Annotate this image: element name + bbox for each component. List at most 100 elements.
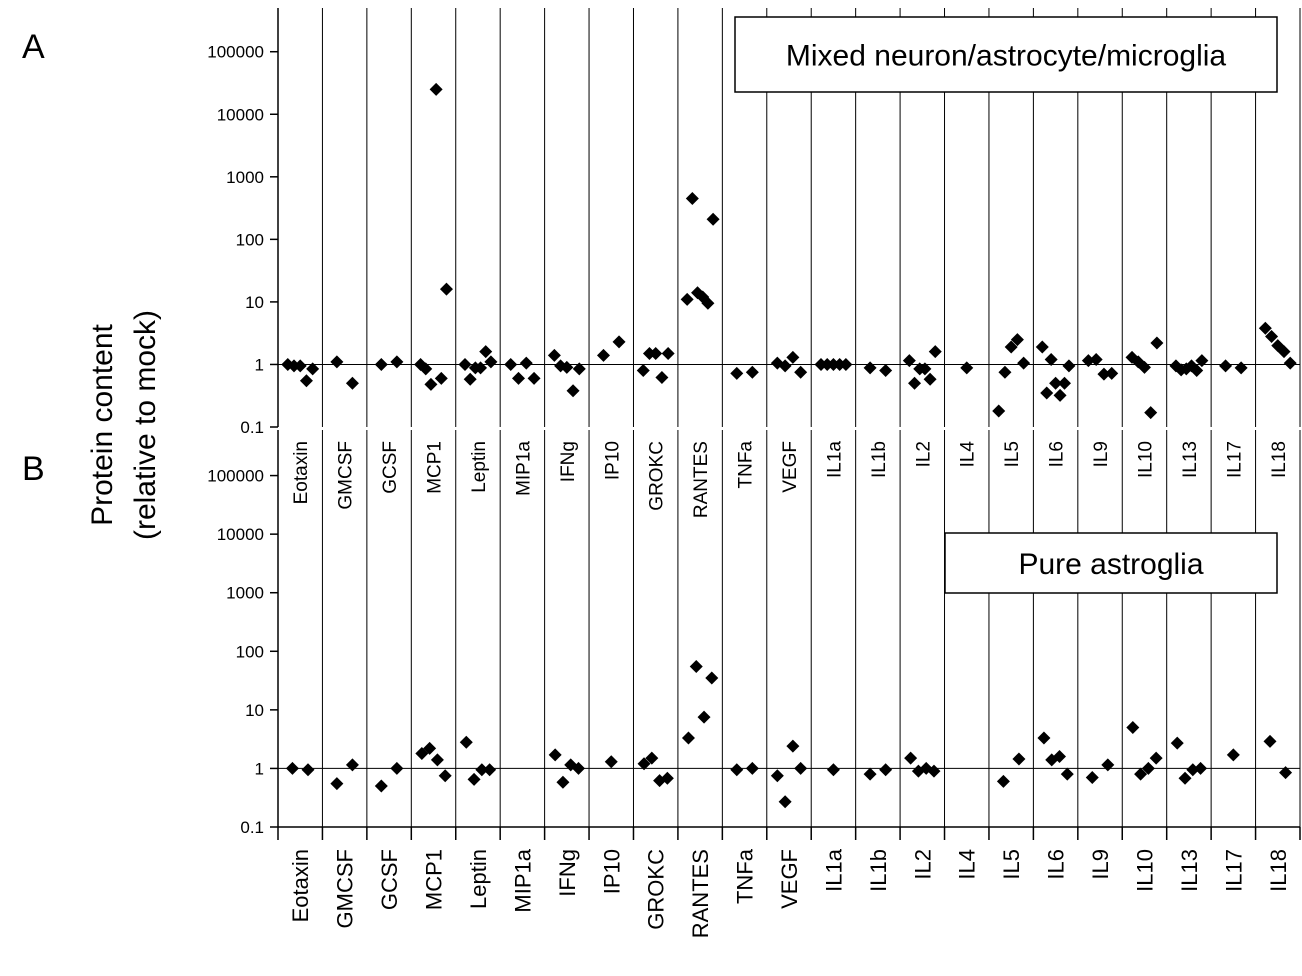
data-point [778,795,792,809]
x-tick-label: GMCSF [333,849,358,928]
data-point [1283,356,1297,370]
data-point [1150,336,1164,350]
data-point [519,356,533,370]
y-tick-label: 10 [245,701,264,720]
x-tick-label: IL17 [1221,849,1246,892]
data-point [697,710,711,724]
data-point [330,355,344,369]
panel-label: B [22,450,45,488]
box-label: Pure astroglia [1018,548,1203,581]
data-point [504,357,518,371]
legend-box [734,16,1278,93]
data-point [1035,340,1049,354]
x-tick-label: GCSF [377,849,402,910]
category-label: IFNg [558,441,579,482]
x-tick-label: IL18 [1266,849,1291,892]
data-point [571,761,585,775]
data-point [596,348,610,362]
data-point [730,366,744,380]
data-point [429,82,443,96]
data-point [992,404,1006,418]
data-point [786,739,800,753]
data-point [1057,376,1071,390]
data-point [430,753,444,767]
data-point [556,775,570,789]
data-point [1137,360,1151,374]
data-point [1126,720,1140,734]
data-point [330,777,344,791]
category-label: Leptin [469,441,490,493]
y-tick-label: 100000 [207,43,264,62]
data-point [1170,736,1184,750]
category-label: IL9 [1091,441,1112,467]
data-point [681,731,695,745]
x-tick-label: Leptin [466,849,491,909]
y-tick-label: 10000 [217,525,264,544]
data-point [299,374,313,388]
data-point [778,359,792,373]
category-label: GROKC [647,441,668,511]
data-point [661,346,675,360]
data-point [293,359,307,373]
data-point [439,282,453,296]
y-tick-label: 100000 [207,467,264,486]
y-tick-label: 1 [255,759,264,778]
data-point [960,361,974,375]
data-point [1258,321,1272,335]
data-point [1044,353,1058,367]
data-point [1219,359,1233,373]
data-point [419,362,433,376]
data-point [301,763,315,777]
data-point [1085,771,1099,785]
data-point [685,192,699,206]
legend-box [944,532,1278,594]
data-point [1263,734,1277,748]
category-label: MIP1a [513,441,534,496]
data-point [1134,767,1148,781]
data-point [374,357,388,371]
y-axis-label: Protein content [86,323,119,525]
data-point [637,757,651,771]
y-tick-label: 100 [236,230,264,249]
data-point [423,741,437,755]
box-label: Mixed neuron/astrocyte/microglia [786,40,1227,73]
data-point [1010,333,1024,347]
data-point [745,761,759,775]
data-point [1089,353,1103,367]
category-label: IL2 [913,441,934,467]
data-point [527,371,541,385]
data-point [1081,354,1095,368]
category-label: IL10 [1135,441,1156,478]
category-label: GCSF [380,441,401,494]
x-tick-label: MCP1 [422,849,447,910]
y-tick-label: 1 [255,355,264,374]
category-label: TNFa [736,441,757,489]
x-tick-label: IL9 [1088,849,1113,880]
data-point [649,346,663,360]
category-label: VEGF [780,441,801,493]
data-point [1265,329,1279,343]
data-point [345,376,359,390]
category-label: MCP1 [425,441,446,494]
data-point [701,296,715,310]
data-point [689,659,703,673]
x-tick-label: IP10 [599,849,624,894]
data-point [1101,758,1115,772]
data-point [474,361,488,375]
data-point [879,364,893,378]
data-point [902,354,916,368]
data-point [908,376,922,390]
data-point [285,761,299,775]
x-tick-label: IFNg [555,849,580,897]
data-point [604,755,618,769]
data-point [1144,406,1158,420]
data-point [548,748,562,762]
data-point [1060,767,1074,781]
data-point [484,355,498,369]
x-tick-label: IL6 [1044,849,1069,880]
y-tick-label: 1000 [226,584,264,603]
data-point [645,751,659,765]
data-point [928,345,942,359]
data-point [923,372,937,386]
x-tick-label: GROKC [644,849,669,930]
